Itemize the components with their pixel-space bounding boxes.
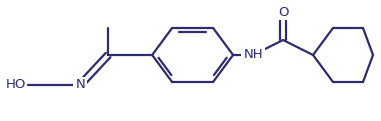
Text: NH: NH bbox=[243, 49, 263, 61]
Text: O: O bbox=[278, 5, 288, 19]
Text: N: N bbox=[75, 79, 85, 91]
Text: HO: HO bbox=[6, 79, 26, 91]
